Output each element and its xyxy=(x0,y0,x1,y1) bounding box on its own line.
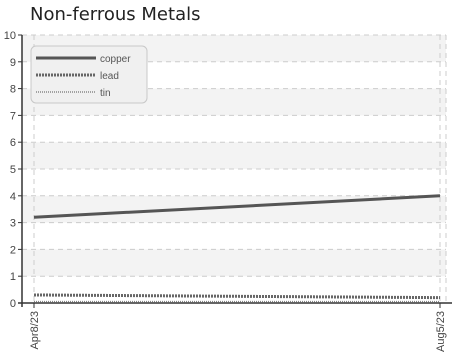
y-tick-label: 4 xyxy=(10,191,16,203)
x-tick-label: Aug5/23 xyxy=(435,311,447,352)
chart-title: Non-ferrous Metals xyxy=(30,4,201,25)
y-tick-label: 9 xyxy=(10,57,16,69)
y-tick-labels: 0 1 2 3 4 5 6 7 8 9 10 xyxy=(4,30,16,310)
y-tick-label: 10 xyxy=(4,30,16,42)
background-band xyxy=(22,249,446,277)
x-tick-label: Apr8/23 xyxy=(29,311,41,350)
background-band xyxy=(22,142,446,169)
y-tick-label: 7 xyxy=(10,110,16,122)
y-tick-label: 1 xyxy=(10,271,16,283)
y-tick-label: 5 xyxy=(10,164,16,176)
legend-label-copper: copper xyxy=(100,54,131,65)
grid-lines xyxy=(22,34,447,303)
legend-label-tin: tin xyxy=(100,88,111,99)
legend: copper lead tin xyxy=(30,45,148,104)
series-line-copper xyxy=(33,194,441,219)
y-tick-label: 2 xyxy=(10,244,16,256)
y-tick-label: 3 xyxy=(10,218,16,230)
legend-label-lead: lead xyxy=(100,71,119,82)
series-line-lead xyxy=(33,293,441,300)
y-tick-label: 0 xyxy=(10,298,16,310)
y-tick-label: 8 xyxy=(10,84,16,96)
y-tick-label: 6 xyxy=(10,137,16,149)
x-tick-labels: Apr8/23 Aug5/23 xyxy=(29,311,447,352)
axes xyxy=(18,34,452,308)
series-lines xyxy=(33,194,441,303)
